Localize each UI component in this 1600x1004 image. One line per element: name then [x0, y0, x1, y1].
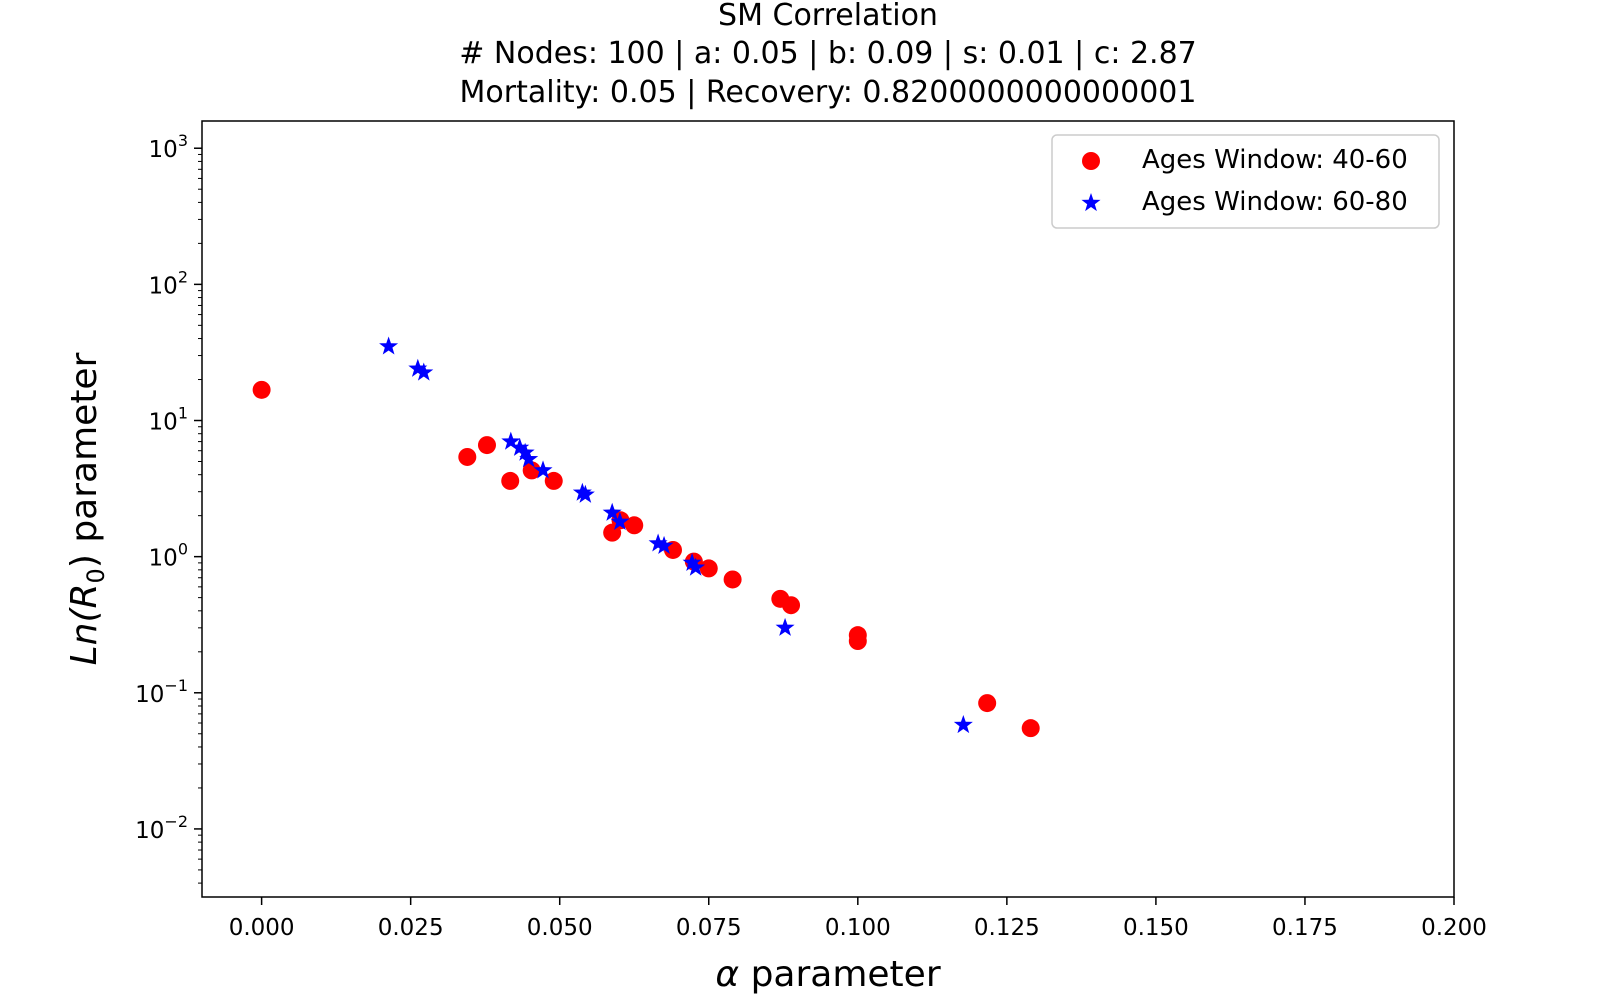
y-tick-label: 10−1 [135, 676, 188, 708]
chart-title: SM Correlation [718, 0, 938, 33]
x-axis-ticks: 0.000 0.025 0.050 0.075 0.100 0.125 0.150 0.175… [229, 897, 1487, 941]
series-ages-60-80 [379, 336, 973, 733]
x-tick-label: 0.175 [1272, 915, 1338, 941]
x-tick-label: 0.025 [378, 915, 444, 941]
x-tick-label: 0.100 [825, 915, 891, 941]
legend-label-60-80: Ages Window: 60-80 [1142, 187, 1408, 217]
x-tick-label: 0.150 [1123, 915, 1189, 941]
chart-subtitle-rates: Mortality: 0.05 | Recovery: 0.8200000000… [460, 75, 1197, 110]
y-axis-ticks: 10−2 10−1 100 101 102 103 [135, 131, 202, 883]
legend-label-40-60: Ages Window: 40-60 [1142, 145, 1408, 175]
y-tick-label: 103 [149, 131, 188, 163]
x-tick-label: 0.125 [974, 915, 1040, 941]
data-point-circle [700, 559, 718, 577]
legend-marker-circle [1082, 152, 1100, 170]
y-axis-label: Ln(R0) parameter [64, 352, 110, 665]
data-point-star [954, 715, 973, 733]
x-tick-label: 0.200 [1421, 915, 1487, 941]
data-point-circle [782, 596, 800, 614]
x-tick-label: 0.050 [527, 915, 593, 941]
y-tick-label: 101 [149, 404, 188, 436]
chart-subtitle-params: # Nodes: 100 | a: 0.05 | b: 0.09 | s: 0.… [459, 36, 1197, 71]
plot-frame [202, 121, 1454, 897]
data-point-circle [253, 381, 271, 399]
y-axis-label-prefix: Ln(R [64, 583, 105, 665]
y-tick-label: 102 [149, 267, 188, 299]
x-tick-label: 0.000 [229, 915, 295, 941]
data-point-circle [478, 436, 496, 454]
data-point-circle [849, 632, 867, 650]
x-axis-label-text: parameter [751, 954, 941, 995]
y-axis-label-subscript: 0 [82, 568, 110, 583]
x-tick-label: 0.075 [676, 915, 742, 941]
legend: Ages Window: 40-60 Ages Window: 60-80 [1052, 135, 1439, 228]
x-axis-label: α parameter [715, 954, 940, 995]
data-point-star [379, 336, 398, 354]
data-point-circle [458, 448, 476, 466]
series-ages-40-60 [253, 381, 1040, 737]
data-point-star [576, 485, 595, 503]
data-point-circle [978, 694, 996, 712]
data-point-star [776, 618, 795, 636]
data-point-circle [724, 570, 742, 588]
data-point-circle [501, 472, 519, 490]
x-axis-label-symbol: α [715, 954, 739, 995]
y-tick-label: 100 [149, 540, 188, 572]
y-tick-label: 10−2 [135, 812, 188, 844]
y-axis-label-suffix: ) parameter [64, 352, 105, 568]
data-point-circle [1022, 719, 1040, 737]
